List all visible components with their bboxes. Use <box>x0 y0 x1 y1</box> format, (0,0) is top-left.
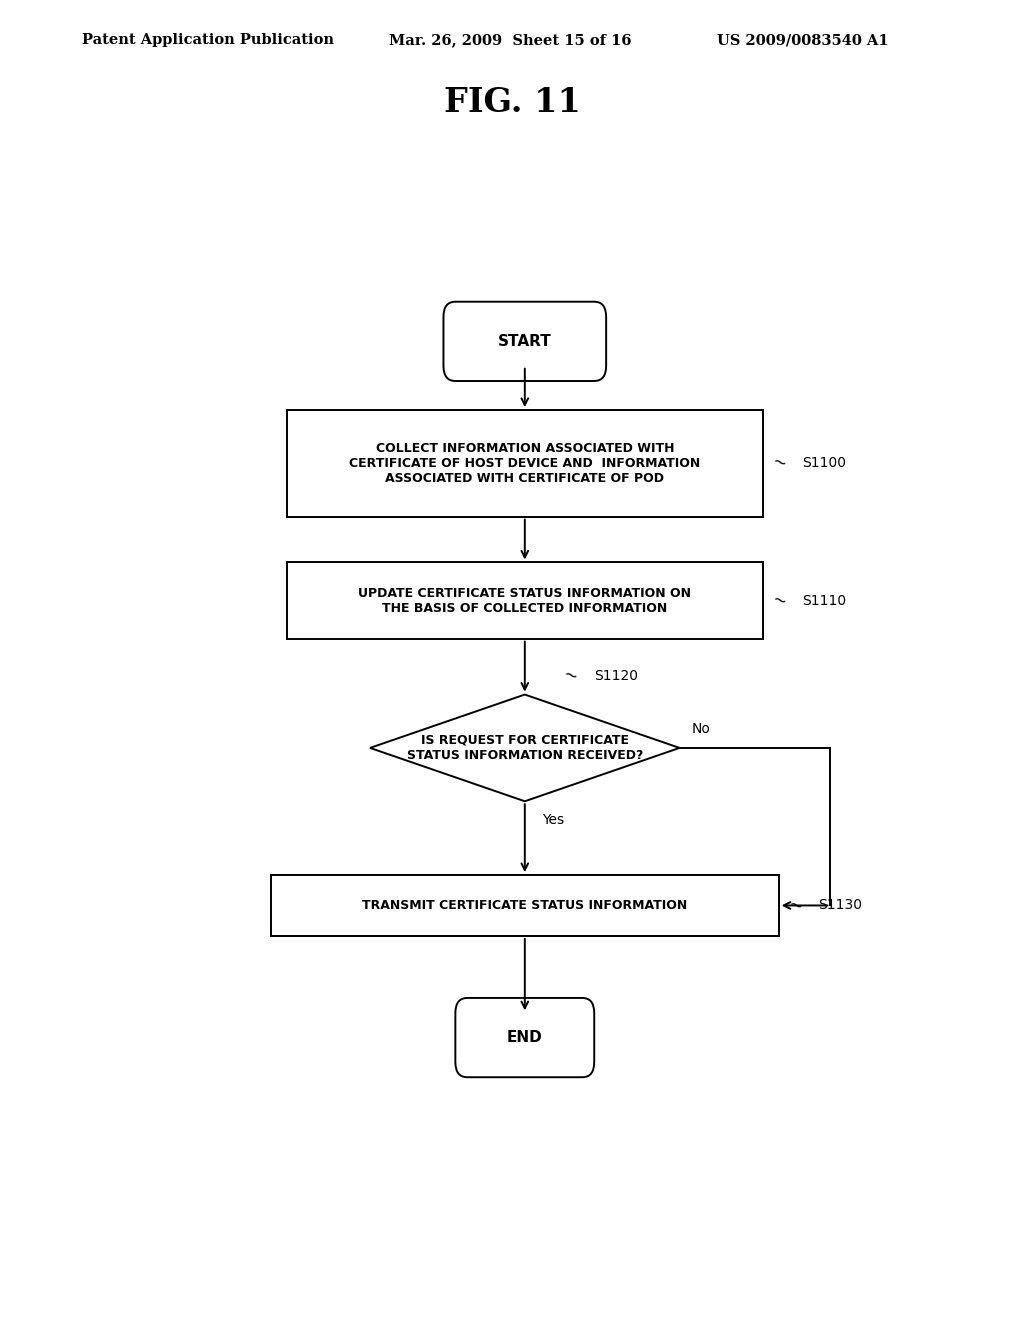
FancyBboxPatch shape <box>456 998 594 1077</box>
Text: UPDATE CERTIFICATE STATUS INFORMATION ON
THE BASIS OF COLLECTED INFORMATION: UPDATE CERTIFICATE STATUS INFORMATION ON… <box>358 586 691 615</box>
Text: ~: ~ <box>560 665 580 688</box>
Text: END: END <box>507 1030 543 1045</box>
Bar <box>287 411 763 516</box>
Text: ~: ~ <box>769 453 788 474</box>
Text: IS REQUEST FOR CERTIFICATE
STATUS INFORMATION RECEIVED?: IS REQUEST FOR CERTIFICATE STATUS INFORM… <box>407 734 643 762</box>
Text: S1100: S1100 <box>803 457 847 470</box>
Text: START: START <box>498 334 552 348</box>
Text: ~: ~ <box>769 590 788 611</box>
Text: US 2009/0083540 A1: US 2009/0083540 A1 <box>717 33 889 48</box>
Text: S1110: S1110 <box>803 594 847 607</box>
Text: TRANSMIT CERTIFICATE STATUS INFORMATION: TRANSMIT CERTIFICATE STATUS INFORMATION <box>362 899 687 912</box>
Text: Patent Application Publication: Patent Application Publication <box>82 33 334 48</box>
Polygon shape <box>370 694 680 801</box>
Text: COLLECT INFORMATION ASSOCIATED WITH
CERTIFICATE OF HOST DEVICE AND  INFORMATION
: COLLECT INFORMATION ASSOCIATED WITH CERT… <box>349 442 700 484</box>
Text: ~: ~ <box>785 895 805 916</box>
Text: S1130: S1130 <box>818 899 862 912</box>
Text: Mar. 26, 2009  Sheet 15 of 16: Mar. 26, 2009 Sheet 15 of 16 <box>389 33 632 48</box>
Text: No: No <box>691 722 711 735</box>
Text: Yes: Yes <box>543 813 564 828</box>
Text: FIG. 11: FIG. 11 <box>443 86 581 119</box>
Text: S1120: S1120 <box>594 669 638 684</box>
Bar <box>270 875 779 936</box>
Bar <box>287 562 763 639</box>
FancyBboxPatch shape <box>443 302 606 381</box>
